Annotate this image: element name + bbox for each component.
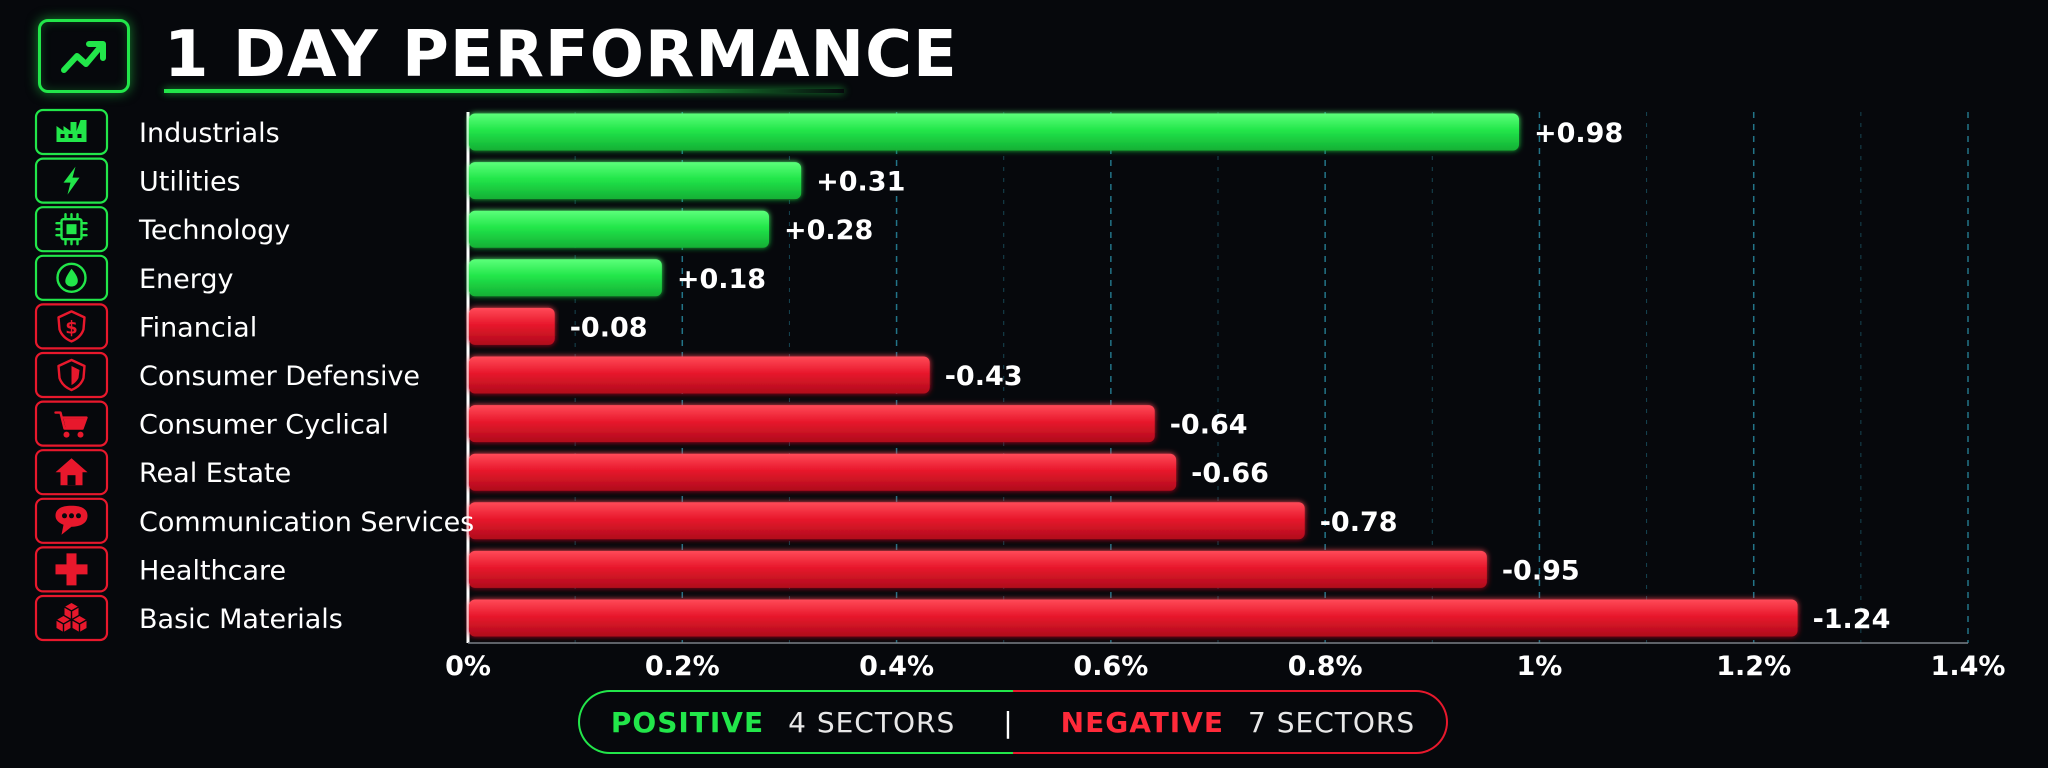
value-label: -1.24 xyxy=(1813,604,1891,635)
value-label: -0.95 xyxy=(1502,555,1580,586)
house-icon xyxy=(34,449,109,496)
x-tick-label: 0.6% xyxy=(1073,651,1148,682)
energy-drop-icon xyxy=(34,254,109,301)
value-label: +0.31 xyxy=(816,167,905,198)
sector-label: Communication Services xyxy=(139,507,474,538)
x-tick-label: 1.4% xyxy=(1931,651,2006,682)
bar-energy xyxy=(469,259,662,297)
sector-label: Real Estate xyxy=(139,458,291,489)
value-label: +0.18 xyxy=(677,264,766,295)
svg-text:$: $ xyxy=(65,317,78,338)
x-tick-label: 0% xyxy=(445,651,491,682)
sector-label: Financial xyxy=(139,312,257,343)
chat-bubble-icon xyxy=(34,497,109,544)
bar-utilities xyxy=(469,162,802,200)
bar-consumer-cyclical xyxy=(469,405,1155,443)
sector-label: Basic Materials xyxy=(139,604,343,635)
medical-cross-icon xyxy=(34,546,109,593)
shopping-cart-icon xyxy=(34,400,109,447)
sector-label: Industrials xyxy=(139,118,280,149)
value-label: +0.28 xyxy=(784,215,873,246)
bar-industrials xyxy=(469,113,1519,151)
positive-label: POSITIVE xyxy=(610,705,765,739)
bar-healthcare xyxy=(469,550,1487,588)
trending-up-icon xyxy=(38,19,130,93)
x-tick-label: 1.2% xyxy=(1716,651,1791,682)
summary-pill: POSITIVE 4 SECTORS | NEGATIVE 7 SECTORS xyxy=(578,690,1448,754)
title-underline xyxy=(164,89,844,93)
sector-label: Consumer Defensive xyxy=(139,361,420,392)
sector-label: Technology xyxy=(138,215,290,246)
sector-performance-chart: +0.98 Industrials +0.31 Utilities +0.28 Techn… xyxy=(34,108,2006,682)
value-label: -0.64 xyxy=(1170,410,1248,441)
x-tick-label: 0.4% xyxy=(859,651,934,682)
page-title: 1 DAY PERFORMANCE xyxy=(164,18,958,92)
negative-label: NEGATIVE xyxy=(1060,705,1225,739)
x-tick-label: 0.2% xyxy=(645,651,720,682)
positive-count: 4 SECTORS xyxy=(788,705,956,739)
bar-financial xyxy=(469,307,555,345)
bar-technology xyxy=(469,210,769,248)
bar-basic-materials xyxy=(469,599,1798,637)
value-label: +0.98 xyxy=(1534,118,1623,149)
sector-label: Energy xyxy=(139,264,234,295)
bar-consumer-defensive xyxy=(469,356,930,394)
x-tick-label: 0.8% xyxy=(1288,651,1363,682)
value-label: -0.43 xyxy=(945,361,1023,392)
dollar-shield-icon: $ xyxy=(34,303,109,350)
bar-communication-services xyxy=(469,502,1305,540)
factory-icon xyxy=(34,108,109,156)
defense-shield-icon xyxy=(34,351,109,399)
chip-icon xyxy=(34,206,109,253)
summary-divider: | xyxy=(1003,705,1013,739)
bar-real-estate xyxy=(469,453,1177,491)
sector-label: Consumer Cyclical xyxy=(139,410,389,441)
negative-count: 7 SECTORS xyxy=(1248,705,1416,739)
lightning-icon xyxy=(34,157,109,204)
x-tick-label: 1% xyxy=(1517,651,1563,682)
value-label: -0.78 xyxy=(1320,507,1398,538)
value-label: -0.66 xyxy=(1191,458,1269,489)
sector-label: Utilities xyxy=(139,167,241,198)
cubes-icon xyxy=(34,594,109,642)
sector-label: Healthcare xyxy=(139,555,286,586)
value-label: -0.08 xyxy=(570,312,648,343)
